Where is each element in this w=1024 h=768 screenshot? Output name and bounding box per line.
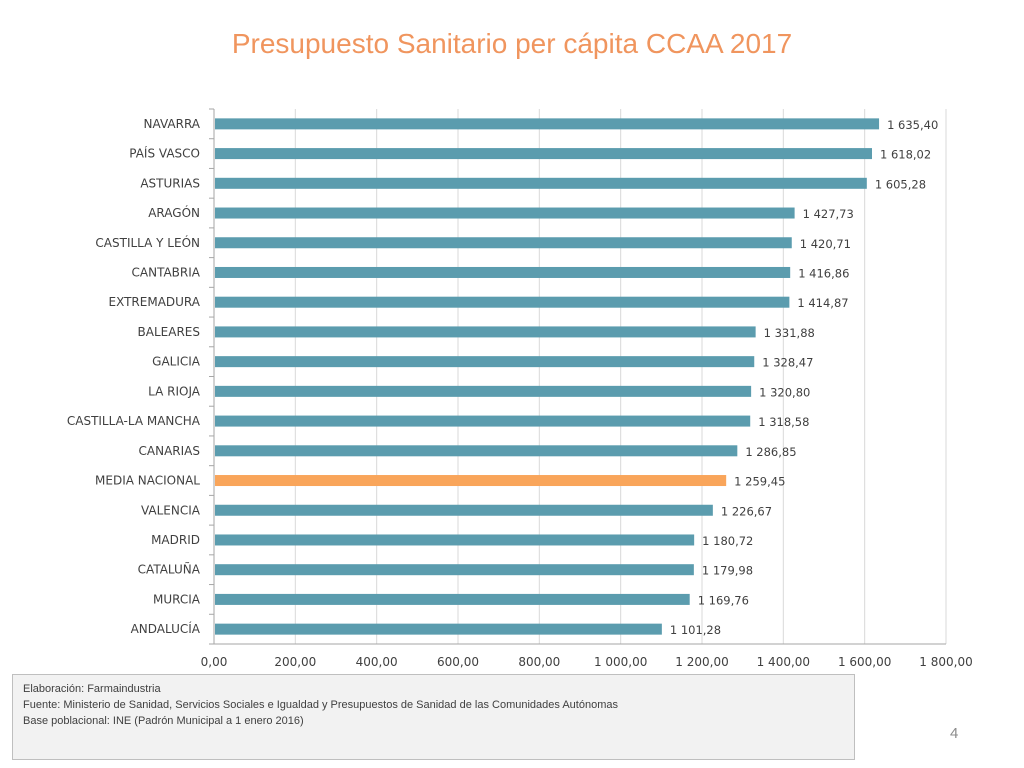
bar	[215, 564, 694, 576]
category-label: EXTREMADURA	[109, 295, 201, 309]
bar	[215, 148, 872, 160]
category-label: ASTURIAS	[140, 176, 200, 190]
value-label: 1 169,76	[698, 593, 749, 607]
category-label: CATALUÑA	[138, 562, 201, 577]
bar	[215, 356, 755, 368]
value-label: 1 320,80	[759, 385, 810, 399]
bar	[215, 385, 752, 397]
source-population-base: Base poblacional: INE (Padrón Municipal …	[23, 715, 304, 727]
value-label: 1 635,40	[887, 118, 938, 132]
bar	[215, 534, 695, 546]
label-layer: 0,00 200,00 400,00 600,00 800,00 1 000,00 1 20…	[67, 117, 973, 669]
bar	[215, 445, 738, 457]
bar-layer	[215, 118, 880, 635]
bar	[215, 326, 756, 338]
value-label: 1 286,85	[745, 445, 796, 459]
category-label: PAÍS VASCO	[129, 146, 200, 161]
category-label: MEDIA NACIONAL	[95, 474, 200, 488]
value-label: 1 427,73	[803, 207, 854, 221]
bar	[215, 266, 791, 278]
category-label: ANDALUCÍA	[131, 621, 201, 636]
grid-layer	[209, 108, 947, 645]
value-label: 1 226,67	[721, 504, 772, 518]
source-origin: Fuente: Ministerio de Sanidad, Servicios…	[23, 699, 618, 711]
bar	[215, 504, 713, 516]
bar	[215, 177, 867, 189]
value-label: 1 318,58	[758, 415, 809, 429]
source-credit: Elaboración: Farmaindustria	[23, 683, 161, 695]
bar	[215, 475, 727, 487]
category-label: NAVARRA	[144, 117, 201, 131]
category-label: GALICIA	[152, 355, 201, 369]
bar	[215, 623, 662, 635]
bar	[215, 237, 792, 249]
category-label: MADRID	[151, 533, 200, 547]
x-tick-label: 1 000,00	[594, 655, 647, 669]
category-label: CANARIAS	[139, 444, 200, 458]
value-label: 1 179,98	[702, 564, 753, 578]
x-tick-label: 600,00	[437, 655, 479, 669]
x-tick-label: 1 400,00	[757, 655, 810, 669]
slide-title: Presupuesto Sanitario per cápita CCAA 20…	[231, 28, 793, 59]
bar-chart: 0,00 200,00 400,00 600,00 800,00 1 000,00 1 20…	[67, 108, 973, 669]
value-label: 1 416,86	[798, 266, 849, 280]
category-label: CANTABRIA	[132, 265, 201, 279]
x-tick-label: 200,00	[274, 655, 316, 669]
value-label: 1 414,87	[797, 296, 848, 310]
x-tick-label: 1 800,00	[919, 655, 972, 669]
category-label: VALENCIA	[141, 503, 201, 517]
category-label: BALEARES	[138, 325, 200, 339]
x-tick-label: 1 200,00	[675, 655, 728, 669]
category-label: ARAGÓN	[148, 205, 200, 220]
category-label: MURCIA	[153, 592, 201, 606]
value-label: 1 101,28	[670, 623, 721, 637]
value-label: 1 420,71	[800, 237, 851, 251]
value-label: 1 180,72	[702, 534, 753, 548]
value-label: 1 331,88	[764, 326, 815, 340]
source-box: Elaboración: Farmaindustria Fuente: Mini…	[12, 674, 855, 760]
page-number: 4	[950, 725, 959, 742]
value-label: 1 259,45	[734, 475, 785, 489]
x-tick-label: 0,00	[201, 655, 228, 669]
category-label: CASTILLA-LA MANCHA	[67, 414, 201, 428]
x-tick-label: 1 600,00	[838, 655, 891, 669]
bar	[215, 207, 795, 219]
bar	[215, 296, 790, 308]
value-label: 1 618,02	[880, 148, 931, 162]
bar	[215, 415, 751, 427]
bar	[215, 593, 690, 605]
value-label: 1 328,47	[762, 356, 813, 370]
category-label: LA RIOJA	[148, 384, 201, 398]
x-tick-label: 400,00	[356, 655, 398, 669]
bar	[215, 118, 880, 130]
x-tick-label: 800,00	[518, 655, 560, 669]
category-label: CASTILLA Y LEÓN	[95, 235, 200, 250]
value-label: 1 605,28	[875, 177, 926, 191]
